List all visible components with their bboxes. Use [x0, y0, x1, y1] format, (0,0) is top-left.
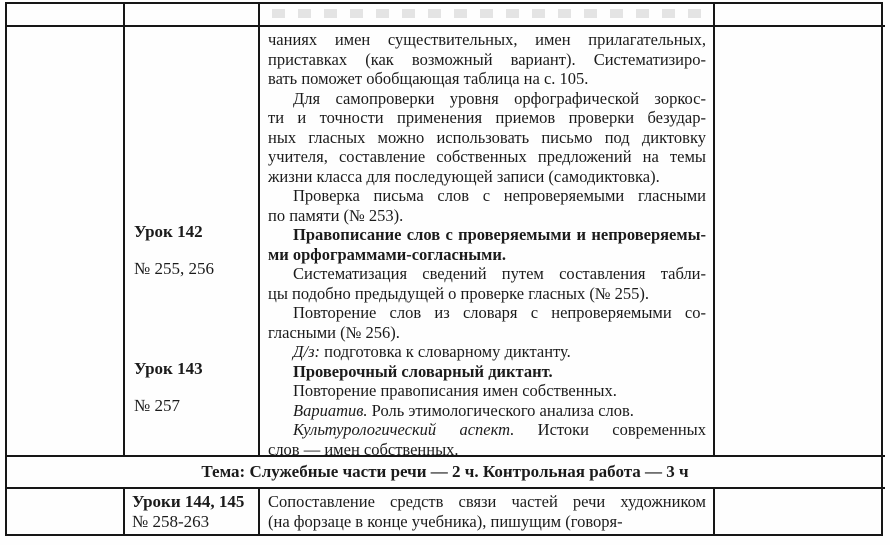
text-line: ми орфограммами-согласными. [268, 245, 706, 265]
text-line: № 258-263 [132, 512, 258, 532]
text-segment: (на форзаце в конце учебника), пишущим (… [268, 512, 623, 531]
lesson-plan-cell: чаниях имен существительных, имен прилаг… [260, 25, 713, 459]
text-segment: ных гласных можно использовать письмо по… [268, 127, 706, 147]
text-segment: Культурологический аспект. [293, 420, 515, 439]
text-segment: цы подобно предыдущей о проверке гласных… [268, 283, 650, 303]
row-divider-top [5, 25, 885, 27]
column-divider-1-bottom [123, 487, 125, 536]
text-line: Уроки 144, 145 [132, 492, 258, 512]
text-line: Сопоставление средств связи частей речи … [268, 492, 706, 512]
text-segment: жизни класса для последующей записи (сам… [268, 166, 660, 186]
text-line: гласными (№ 256). [268, 323, 706, 343]
text-segment: Истоки современных [514, 420, 706, 439]
text-line: ти и точности применения приемов проверк… [268, 108, 706, 128]
bottom-lesson-plan-cell: Сопоставление средств связи частей речи … [260, 489, 713, 536]
row-divider-below-theme [5, 487, 885, 489]
theme-row: Тема: Служебные части речи — 2 ч. Контро… [5, 457, 885, 487]
text-segment: ти и точности применения приемов проверк… [268, 108, 706, 127]
text-line: вать поможет обобщающая таблица на с. 10… [268, 69, 706, 89]
text-line: Систематизация сведений путем составлени… [268, 264, 706, 284]
text-line: Повторение слов из словаря с непроверяем… [268, 303, 706, 323]
bottom-lesson-number-cell: Уроки 144, 145 № 258-263 [125, 489, 258, 536]
text-segment: Сопоставление средств связи частей речи … [268, 492, 706, 511]
text-segment: Повторение слов из словаря с непроверяем… [293, 303, 706, 322]
text-segment: слов — имен собственных. [268, 439, 459, 459]
lesson-label: Урок 143 [134, 359, 203, 378]
text-segment: подготовка к словарному диктанту. [320, 342, 571, 361]
text-line: Повторение правописания имен собственных… [268, 381, 706, 401]
text-line: (на форзаце в конце учебника), пишущим (… [268, 512, 706, 532]
text-segment: приставках (как возможный вариант). Сист… [268, 49, 706, 69]
exercise-numbers-label: № 255, 256 [134, 259, 214, 278]
page-showthrough-marks [272, 9, 704, 18]
text-segment: Для самопроверки уровня орфографической … [293, 88, 706, 108]
text-segment: чаниях имен существительных, имен прилаг… [268, 30, 706, 49]
column-divider-2-bottom [258, 487, 260, 536]
text-segment: Вариатив. [293, 400, 368, 420]
text-line: приставках (как возможный вариант). Сист… [268, 50, 706, 70]
text-line: Проверочный словарный диктант. [268, 362, 706, 382]
text-segment: учителя, составление собственных предлож… [268, 147, 706, 166]
exercise-numbers-label: № 257 [134, 396, 180, 415]
text-line: цы подобно предыдущей о проверке гласных… [268, 284, 706, 304]
column-divider-2 [258, 2, 260, 455]
column-divider-3-bottom [713, 487, 715, 536]
text-segment: Уроки 144, 145 [132, 492, 245, 511]
text-segment: Повторение правописания имен собственных… [293, 381, 617, 400]
text-line: слов — имен собственных. [268, 440, 706, 460]
text-segment: Правописание слов с проверяемыми и непро… [293, 225, 706, 244]
text-segment: № 258-263 [132, 512, 210, 531]
text-line: Вариатив. Роль этимологического анализа … [268, 401, 706, 421]
text-segment: вать поможет обобщающая таблица на с. 10… [268, 69, 589, 88]
text-line: учителя, составление собственных предлож… [268, 147, 706, 167]
text-line: по памяти (№ 253). [268, 206, 706, 226]
text-line: Для самопроверки уровня орфографической … [268, 89, 706, 109]
lesson-number-cell: Урок 142 № 255, 256 Урок 143 № 257 [125, 27, 258, 455]
lesson-label: Урок 142 [134, 222, 203, 241]
text-segment: гласными (№ 256). [268, 322, 400, 342]
text-segment: Проверочный словарный диктант. [293, 361, 553, 381]
theme-row-label: Тема: Служебные части речи — 2 ч. Контро… [201, 462, 689, 481]
text-segment: Роль этимологического анализа слов. [367, 400, 634, 420]
text-line: жизни класса для последующей записи (сам… [268, 167, 706, 187]
text-segment: Проверка письма слов с непроверяемыми гл… [293, 186, 706, 205]
text-line: Д/з: подготовка к словарному диктанту. [268, 342, 706, 362]
text-segment: по памяти (№ 253). [268, 205, 404, 225]
text-line: Правописание слов с проверяемыми и непро… [268, 225, 706, 245]
text-line: Проверка письма слов с непроверяемыми гл… [268, 186, 706, 206]
column-divider-3 [713, 2, 715, 455]
text-line: Культурологический аспект. Истоки соврем… [268, 420, 706, 440]
text-line: ных гласных можно использовать письмо по… [268, 128, 706, 148]
text-segment: Систематизация сведений путем составлени… [293, 264, 706, 283]
column-divider-1 [123, 2, 125, 455]
text-segment: Д/з: [293, 342, 321, 361]
text-segment: ми орфограммами-согласными. [268, 244, 507, 264]
row-divider-above-theme [5, 455, 885, 457]
table-outer-border [5, 2, 883, 536]
text-line: чаниях имен существительных, имен прилаг… [268, 30, 706, 50]
